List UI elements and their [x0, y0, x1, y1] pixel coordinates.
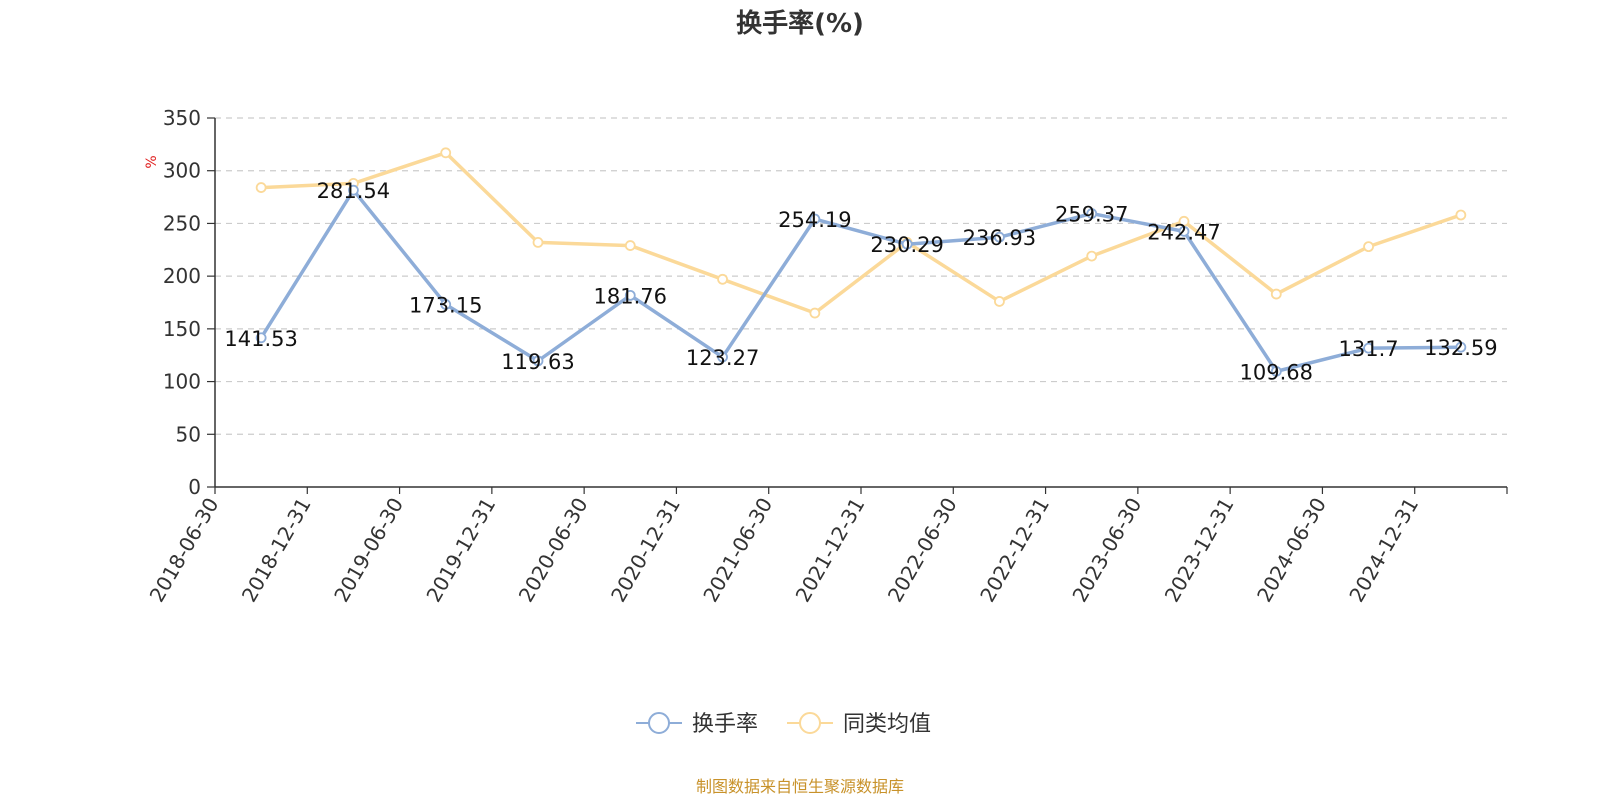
x-tick-label: 2024-06-30 [1252, 494, 1331, 607]
series-lines [255, 147, 1467, 377]
source-note: 制图数据来自恒生聚源数据库 [696, 777, 904, 796]
series-point-1 [1270, 288, 1282, 300]
x-tick-label: 2023-06-30 [1067, 494, 1146, 607]
data-label: 181.76 [594, 284, 667, 308]
series-line-0 [259, 188, 1461, 374]
data-label: 242.47 [1147, 220, 1220, 244]
x-tick-label: 2024-12-31 [1344, 494, 1423, 607]
series-point-0 [901, 238, 913, 250]
series-point-0 [717, 351, 728, 363]
x-tick-label: 2021-12-31 [791, 494, 870, 607]
y-tick-label: 0 [188, 475, 201, 499]
data-label: 119.63 [501, 350, 574, 374]
series-point-1 [809, 307, 821, 319]
series-point-0 [624, 289, 636, 301]
series-point-0 [348, 184, 359, 196]
x-tick-label: 2020-06-30 [514, 494, 593, 607]
legend-swatch-marker [648, 712, 670, 734]
data-label: 230.29 [870, 233, 943, 257]
series-point-1 [717, 273, 728, 285]
y-tick-label: 200 [163, 264, 201, 288]
series-point-1 [994, 296, 1005, 307]
legend-label: 换手率 [692, 712, 758, 737]
x-tick-label: 2018-12-31 [237, 494, 316, 607]
series-point-0 [994, 231, 1005, 243]
series-point-0 [1455, 341, 1467, 353]
series-point-0 [1363, 342, 1374, 354]
data-label: 236.93 [963, 226, 1036, 250]
series-line-1 [261, 151, 1462, 315]
data-label: 131.7 [1339, 337, 1399, 361]
series-point-1 [440, 147, 452, 159]
series-point-1 [624, 240, 636, 251]
data-labels: 141.53 281.54 173.15 119.63 181.76 123.27 254.… [224, 179, 1497, 384]
legend: 换手率 同类均值 [636, 712, 931, 737]
series-point-1 [532, 237, 544, 248]
series-point-0 [255, 332, 267, 344]
data-label: 254.19 [778, 208, 851, 232]
legend-label: 同类均值 [843, 712, 931, 737]
x-tick-label: 2019-06-30 [329, 494, 408, 607]
y-tick-label: 350 [163, 106, 201, 130]
x-tick-label: 2020-12-31 [606, 494, 685, 607]
data-label: 281.54 [317, 179, 390, 203]
y-tick-label: 50 [176, 422, 201, 446]
data-label: 109.68 [1240, 360, 1313, 384]
legend-swatch-marker [799, 712, 821, 734]
data-label: 141.53 [224, 327, 297, 351]
y-tick-label: 150 [163, 317, 201, 341]
chart-title: 换手率(%) [736, 8, 864, 39]
data-label: 259.37 [1055, 203, 1128, 227]
series-point-1 [1455, 209, 1467, 221]
series-point-0 [809, 213, 821, 225]
series-point-0 [440, 299, 452, 310]
x-tick-label: 2018-06-30 [145, 494, 224, 607]
series-point-1 [1086, 250, 1098, 262]
y-axis-unit: % [144, 155, 160, 168]
data-label: 123.27 [686, 346, 759, 370]
series-point-0 [1086, 208, 1098, 219]
x-tick-label: 2023-12-31 [1160, 494, 1239, 607]
series-point-0 [1270, 365, 1282, 377]
y-tick-label: 250 [163, 211, 201, 235]
x-tick-label: 2022-12-31 [975, 494, 1054, 607]
series-point-0 [1178, 225, 1190, 237]
series-point-1 [1363, 241, 1374, 253]
data-label: 132.59 [1424, 336, 1497, 360]
x-tick-label: 2019-12-31 [421, 494, 500, 607]
y-tick-label: 100 [163, 370, 201, 394]
x-tick-label: 2021-06-30 [698, 494, 777, 607]
series-point-1 [1178, 215, 1190, 227]
y-tick-label: 300 [163, 159, 201, 183]
x-tick-label: 2022-06-30 [883, 494, 962, 607]
data-label: 173.15 [409, 293, 482, 317]
series-point-1 [255, 182, 267, 193]
series-point-0 [532, 355, 544, 367]
